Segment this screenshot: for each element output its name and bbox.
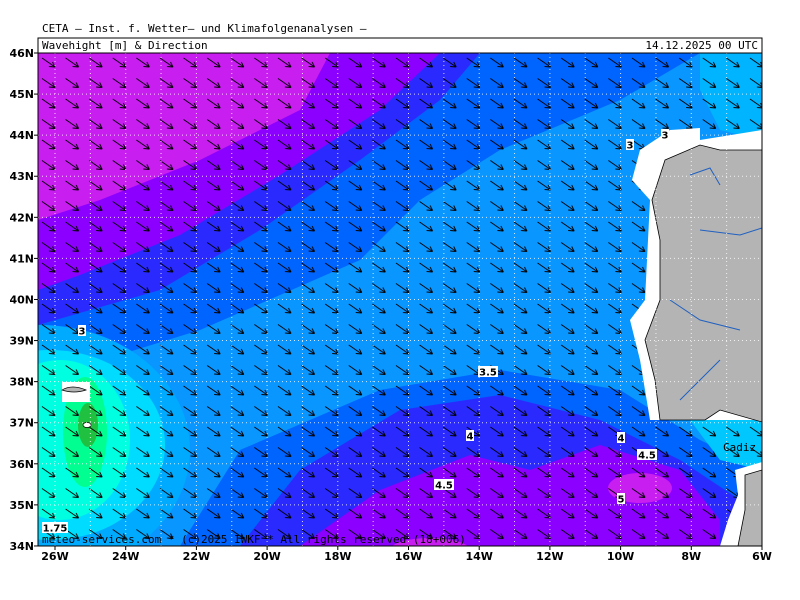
contour-label-bg [478, 366, 498, 377]
contour-labels: 3 3 3 3.5 4 4 4.5 4.5 5 1.75 [42, 129, 669, 535]
map-title: Wavehight [m] & Direction [42, 39, 208, 52]
azores [61, 386, 87, 393]
rivers [669, 167, 762, 401]
lat-label: 44N [9, 129, 34, 142]
lon-label: 24W [112, 550, 139, 563]
iberia [644, 144, 762, 423]
contour-label-bg [617, 432, 625, 443]
axes: 46N 45N 44N 43N 42N 41N 40N 39N 38N 37N 36N 35N 34N 2… [9, 47, 771, 563]
contour-label-bg [434, 479, 454, 490]
lon-label: 14W [465, 550, 492, 563]
lat-label: 41N [9, 252, 34, 265]
lat-label: 40N [9, 293, 34, 306]
lon-label: 18W [324, 550, 351, 563]
lat-label: 38N [9, 376, 34, 389]
contour-label: 3 [627, 141, 634, 152]
grid [38, 53, 762, 546]
lat-label: 36N [9, 458, 34, 471]
lon-label: 16W [395, 550, 422, 563]
lat-label: 35N [9, 499, 34, 512]
lat-label: 45N [9, 88, 34, 101]
lat-label: 34N [9, 540, 34, 553]
lon-label: 26W [41, 550, 68, 563]
contour-label-bg [78, 325, 86, 336]
map-date: 14.12.2025 00 UTC [645, 39, 758, 52]
contour-label-bg [637, 449, 657, 460]
contour-label-bg [42, 522, 68, 533]
contour-label: 3 [662, 131, 669, 142]
contour-label: 4.5 [435, 481, 453, 492]
wave-field: 3 3 3 3.5 4 4 4.5 4.5 5 1.75 Cadiz [38, 53, 762, 546]
lon-label: 20W [253, 550, 280, 563]
institute-line: CETA — Inst. f. Wetter— und Klimafolgena… [42, 22, 367, 35]
lat-label: 39N [9, 335, 34, 348]
contour-label: 5 [618, 495, 625, 506]
lat-label: 37N [9, 417, 34, 430]
contour-label-bg [617, 493, 625, 504]
lat-label: 43N [9, 170, 34, 183]
contour-label: 1.75 [43, 524, 68, 535]
contour-label-bg [661, 129, 669, 140]
lon-label: 6W [752, 550, 772, 563]
lon-label: 10W [607, 550, 634, 563]
lon-label: 12W [536, 550, 563, 563]
footer: meteo-services.com * (c)2025 IWKF * All … [42, 533, 466, 546]
lat-label: 46N [9, 47, 34, 60]
contour-label: 4 [467, 432, 474, 443]
contour-label-bg [466, 430, 474, 441]
contour-label: 4.5 [638, 451, 656, 462]
lon-label: 22W [183, 550, 210, 563]
contour-label-bg [626, 139, 634, 150]
place-label: Cadiz [723, 441, 756, 454]
lat-label: 42N [9, 211, 34, 224]
contour-label: 3.5 [479, 368, 497, 379]
morocco [737, 469, 762, 546]
lon-label: 8W [681, 550, 701, 563]
contour-label: 4 [618, 434, 625, 445]
azores [82, 422, 92, 428]
contour-label: 3 [79, 327, 86, 338]
